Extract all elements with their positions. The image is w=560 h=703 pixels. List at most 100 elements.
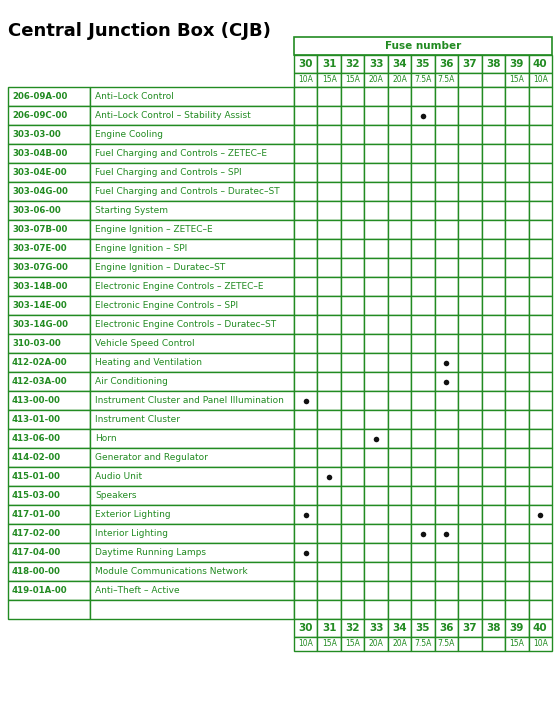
Bar bbox=[8, 524, 90, 543]
Bar bbox=[505, 410, 529, 429]
Bar bbox=[8, 296, 90, 315]
Text: Air Conditioning: Air Conditioning bbox=[95, 377, 168, 386]
Text: Engine Ignition – ZETEC–E: Engine Ignition – ZETEC–E bbox=[95, 225, 213, 234]
Bar bbox=[458, 315, 482, 334]
Bar bbox=[458, 372, 482, 391]
Bar bbox=[294, 125, 318, 144]
Bar bbox=[458, 239, 482, 258]
Bar bbox=[294, 277, 318, 296]
Bar bbox=[8, 372, 90, 391]
Bar bbox=[435, 55, 458, 73]
Bar bbox=[411, 125, 435, 144]
Text: 303-14B-00: 303-14B-00 bbox=[12, 282, 68, 291]
Text: Anti–Lock Control: Anti–Lock Control bbox=[95, 92, 174, 101]
Bar bbox=[341, 296, 365, 315]
Bar bbox=[482, 55, 505, 73]
Bar bbox=[529, 448, 552, 467]
Bar bbox=[341, 277, 365, 296]
Bar bbox=[411, 467, 435, 486]
Bar bbox=[90, 315, 294, 334]
Text: Engine Ignition – Duratec–ST: Engine Ignition – Duratec–ST bbox=[95, 263, 225, 272]
Bar bbox=[435, 429, 458, 448]
Bar bbox=[505, 619, 529, 637]
Bar bbox=[294, 220, 318, 239]
Bar bbox=[318, 543, 341, 562]
Text: 33: 33 bbox=[369, 59, 384, 69]
Bar bbox=[435, 258, 458, 277]
Bar bbox=[294, 106, 318, 125]
Bar bbox=[341, 600, 365, 619]
Bar bbox=[294, 562, 318, 581]
Bar bbox=[411, 277, 435, 296]
Bar bbox=[90, 581, 294, 600]
Bar bbox=[294, 258, 318, 277]
Bar bbox=[529, 315, 552, 334]
Bar bbox=[458, 391, 482, 410]
Bar bbox=[318, 486, 341, 505]
Bar bbox=[529, 637, 552, 651]
Text: 36: 36 bbox=[439, 623, 454, 633]
Bar bbox=[365, 182, 388, 201]
Text: Electronic Engine Controls – ZETEC–E: Electronic Engine Controls – ZETEC–E bbox=[95, 282, 264, 291]
Bar bbox=[341, 315, 365, 334]
Bar bbox=[458, 467, 482, 486]
Bar bbox=[294, 581, 318, 600]
Text: Interior Lighting: Interior Lighting bbox=[95, 529, 168, 538]
Text: 7.5A: 7.5A bbox=[438, 75, 455, 84]
Bar bbox=[365, 334, 388, 353]
Bar bbox=[318, 55, 341, 73]
Bar bbox=[411, 220, 435, 239]
Bar bbox=[8, 467, 90, 486]
Bar bbox=[388, 391, 411, 410]
Bar bbox=[411, 581, 435, 600]
Bar bbox=[388, 600, 411, 619]
Bar bbox=[8, 201, 90, 220]
Text: Fuel Charging and Controls – SPI: Fuel Charging and Controls – SPI bbox=[95, 168, 241, 177]
Bar bbox=[388, 277, 411, 296]
Bar bbox=[365, 619, 388, 637]
Bar bbox=[482, 220, 505, 239]
Bar bbox=[365, 372, 388, 391]
Bar bbox=[341, 239, 365, 258]
Bar bbox=[318, 353, 341, 372]
Bar bbox=[318, 239, 341, 258]
Bar bbox=[435, 543, 458, 562]
Bar bbox=[294, 524, 318, 543]
Bar bbox=[318, 220, 341, 239]
Bar bbox=[90, 296, 294, 315]
Text: 20A: 20A bbox=[368, 75, 384, 84]
Bar bbox=[90, 182, 294, 201]
Bar bbox=[529, 600, 552, 619]
Bar bbox=[294, 239, 318, 258]
Bar bbox=[411, 106, 435, 125]
Bar bbox=[435, 296, 458, 315]
Bar bbox=[505, 467, 529, 486]
Bar bbox=[388, 125, 411, 144]
Bar bbox=[435, 562, 458, 581]
Bar bbox=[294, 87, 318, 106]
Bar bbox=[482, 391, 505, 410]
Text: Fuel Charging and Controls – Duratec–ST: Fuel Charging and Controls – Duratec–ST bbox=[95, 187, 279, 196]
Bar bbox=[8, 144, 90, 163]
Bar bbox=[8, 258, 90, 277]
Bar bbox=[388, 543, 411, 562]
Text: 10A: 10A bbox=[533, 640, 548, 648]
Bar bbox=[90, 220, 294, 239]
Bar bbox=[388, 201, 411, 220]
Text: Starting System: Starting System bbox=[95, 206, 168, 215]
Bar bbox=[529, 106, 552, 125]
Bar bbox=[482, 163, 505, 182]
Bar bbox=[482, 524, 505, 543]
Bar bbox=[529, 391, 552, 410]
Bar bbox=[294, 163, 318, 182]
Text: Generator and Regulator: Generator and Regulator bbox=[95, 453, 208, 462]
Bar bbox=[435, 581, 458, 600]
Text: 303-04B-00: 303-04B-00 bbox=[12, 149, 67, 158]
Bar bbox=[482, 429, 505, 448]
Bar bbox=[8, 543, 90, 562]
Text: 15A: 15A bbox=[510, 75, 524, 84]
Bar bbox=[365, 315, 388, 334]
Text: 40: 40 bbox=[533, 59, 548, 69]
Bar bbox=[505, 429, 529, 448]
Bar bbox=[505, 372, 529, 391]
